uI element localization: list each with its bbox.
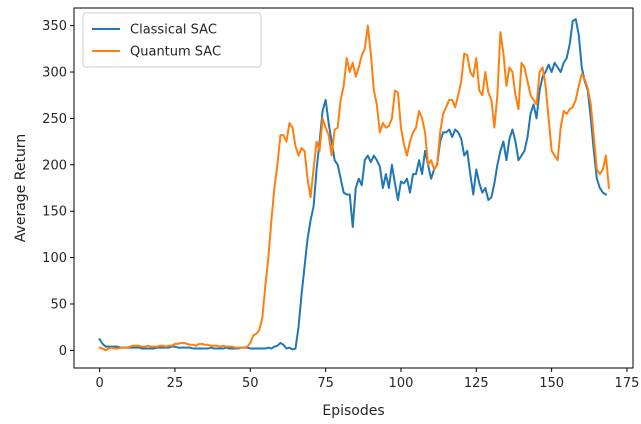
axes-frame	[73, 7, 634, 369]
y-tick-label: 150	[42, 205, 67, 220]
x-axis-label: Episodes	[322, 403, 384, 419]
x-tick-label: 100	[389, 376, 414, 391]
y-tick-label: 100	[42, 251, 67, 266]
legend: Classical SAC Quantum SAC	[82, 12, 262, 68]
x-tick-label: 50	[242, 376, 259, 391]
series-line-quantum-sac	[98, 24, 610, 352]
x-tick-label: 75	[317, 376, 334, 391]
y-tick-label: 50	[50, 297, 67, 312]
x-tick-label: 150	[539, 376, 564, 391]
y-tick-label: 300	[42, 66, 67, 81]
legend-label: Classical SAC	[130, 23, 217, 38]
axes: 0 25 50 75 100 125 150 175 0 50 100 150 200 250 300 350	[42, 7, 640, 391]
y-axis-label: Average Return	[13, 134, 29, 242]
y-tick-label: 0	[59, 344, 67, 359]
x-tick-label: 25	[167, 376, 184, 391]
legend-label: Quantum SAC	[130, 45, 221, 60]
y-tick-label: 200	[42, 158, 67, 173]
legend-box	[82, 12, 262, 68]
y-tick-label: 350	[42, 19, 67, 34]
x-tick-label: 0	[95, 376, 103, 391]
series-line-classical-sac	[98, 18, 608, 351]
series-layer	[98, 18, 610, 352]
y-tick-label: 250	[42, 112, 67, 127]
x-tick-label: 125	[464, 376, 489, 391]
x-tick-label: 175	[615, 376, 640, 391]
